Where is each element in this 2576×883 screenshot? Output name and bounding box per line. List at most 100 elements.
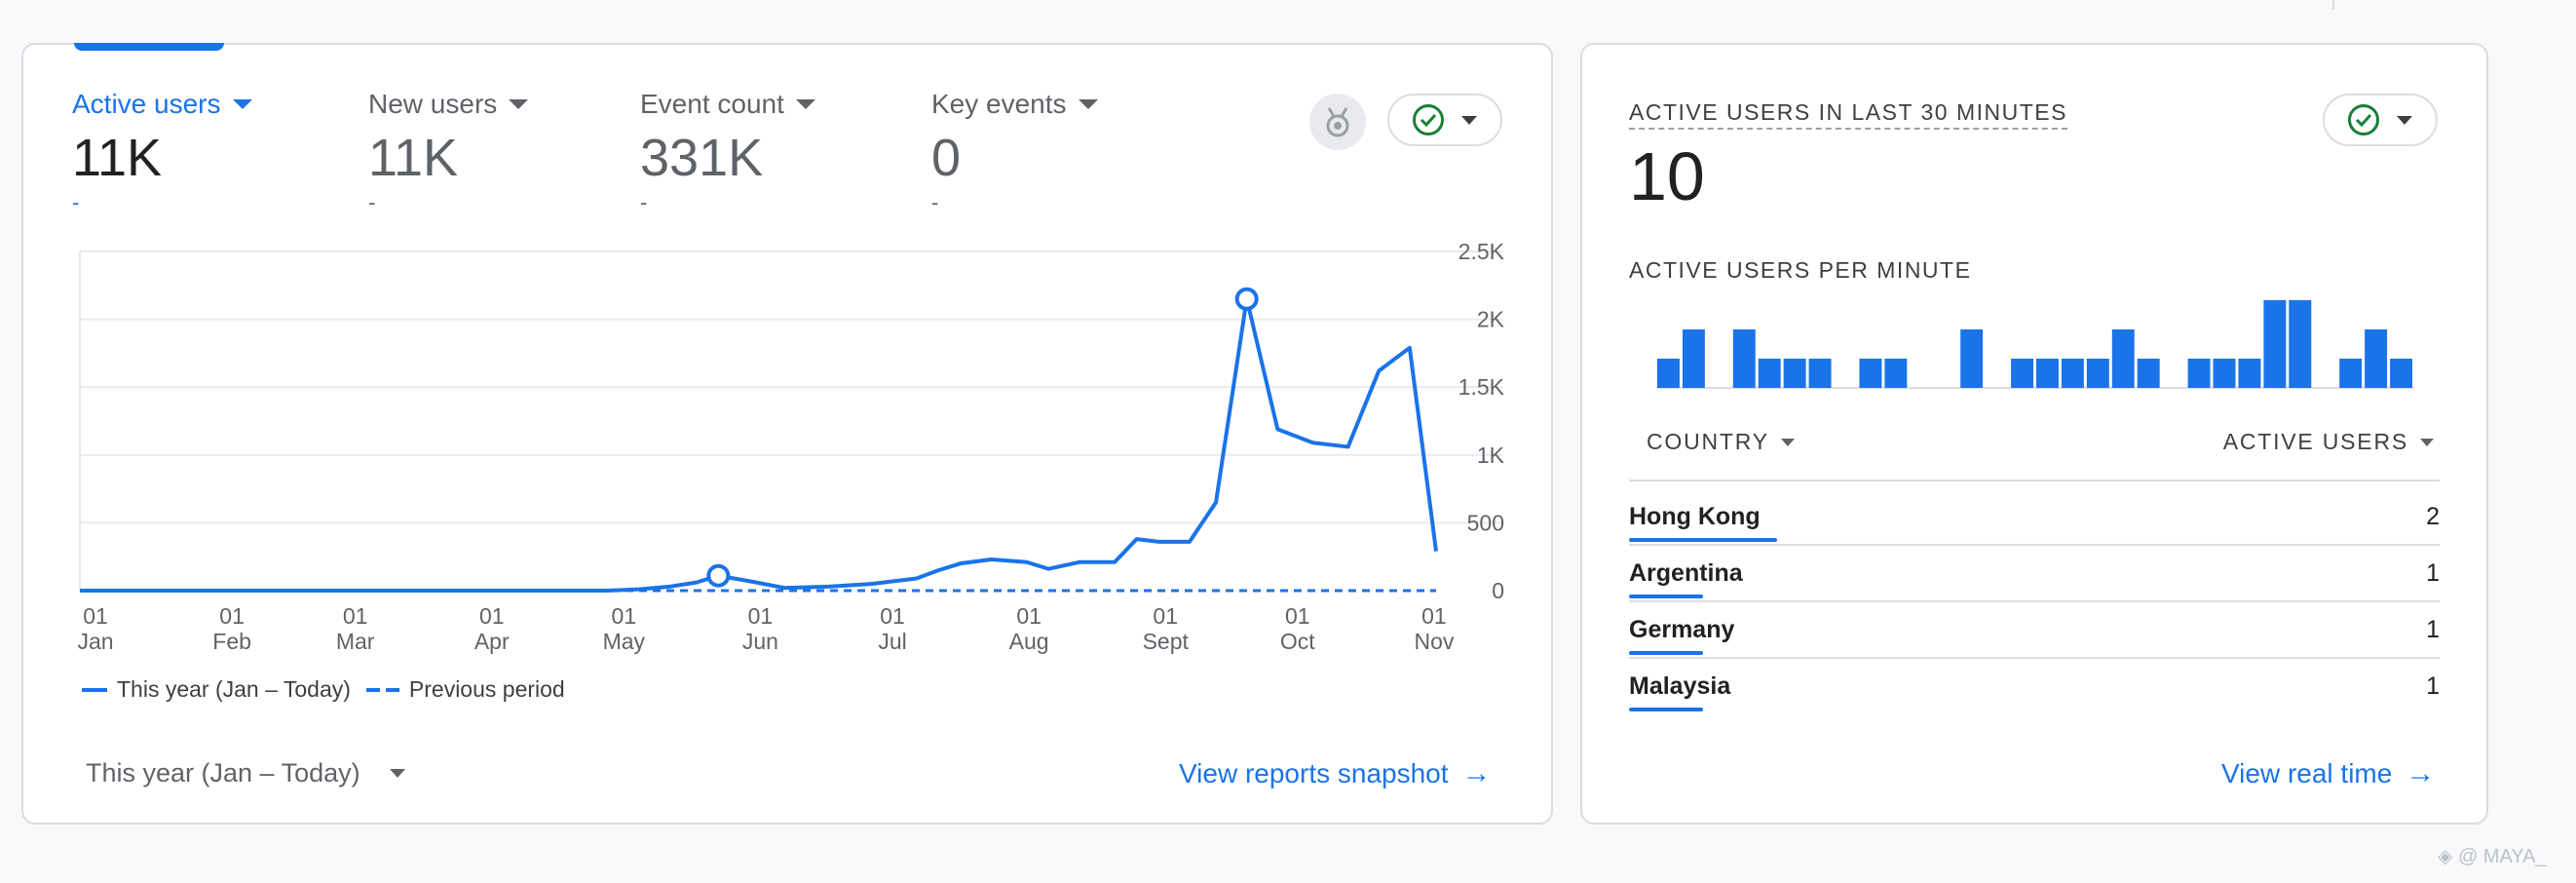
y-tick-label: 2K [1477, 307, 1505, 332]
minute-bar [2339, 359, 2363, 388]
country-column-header[interactable]: COUNTRY [1647, 429, 1795, 455]
minute-bar [2213, 359, 2236, 388]
medal-icon [1326, 107, 1349, 137]
x-tick-month: Jul [878, 629, 906, 654]
active-users-column-header[interactable]: ACTIVE USERS [2223, 429, 2434, 455]
minute-bar [2238, 359, 2261, 388]
arrow-right-icon: → [1461, 757, 1492, 789]
caret-down-icon [795, 99, 815, 109]
date-range-select[interactable]: This year (Jan – Today) [86, 758, 405, 788]
minute-bar [1859, 359, 1882, 388]
x-tick-month: Jun [742, 629, 778, 654]
y-tick-label: 1K [1477, 442, 1505, 468]
y-tick-label: 1.5K [1458, 374, 1505, 400]
country-users: 1 [2426, 559, 2440, 587]
x-tick-month: Nov [1414, 629, 1454, 654]
data-quality-button[interactable] [1387, 94, 1502, 146]
column-label: ACTIVE USERS [2222, 429, 2408, 454]
metric-new-users[interactable]: New users 11K - [368, 89, 529, 215]
legend-solid-swatch [82, 687, 107, 692]
metric-label: New users [368, 89, 498, 119]
active-users-chart: 05001K1.5K2K2.5K01Jan01Feb01Mar01Apr01Ma… [77, 239, 1505, 654]
view-reports-snapshot-link[interactable]: View reports snapshot → [1179, 758, 1492, 789]
caret-down-icon [232, 99, 252, 109]
x-tick-day: 01 [1421, 603, 1447, 629]
y-tick-label: 500 [1467, 510, 1504, 535]
minute-bar [1884, 359, 1908, 388]
table-row[interactable]: Malaysia 1 [1629, 659, 2440, 715]
check-circle-icon [1413, 104, 1444, 135]
x-tick-month: Apr [474, 629, 510, 654]
x-tick-month: May [603, 629, 646, 654]
metric-active-users[interactable]: Active users 11K - [72, 89, 252, 215]
minute-bar [1808, 359, 1832, 388]
per-minute-label: ACTIVE USERS PER MINUTE [1629, 257, 1972, 283]
metric-value: 11K [72, 129, 163, 187]
minute-bar [2187, 359, 2211, 388]
x-tick-day: 01 [748, 603, 774, 629]
x-tick-day: 01 [219, 603, 245, 629]
country-users: 1 [2426, 672, 2440, 700]
metric-delta: - [640, 190, 648, 214]
row-divider [1629, 600, 2440, 602]
share-bar [1629, 708, 1703, 711]
realtime-title[interactable]: ACTIVE USERS IN LAST 30 MINUTES [1629, 99, 2067, 130]
x-tick-day: 01 [83, 603, 108, 629]
minute-bar [2289, 300, 2312, 388]
metric-delta: - [931, 190, 939, 214]
table-row[interactable]: Germany 1 [1629, 602, 2440, 659]
x-tick-day: 01 [880, 603, 905, 629]
metric-delta: - [368, 190, 376, 214]
x-tick-month: Jan [77, 629, 113, 654]
caret-down-icon [1780, 438, 1795, 446]
date-range-label: This year (Jan – Today) [86, 758, 360, 787]
legend-previous-period: Previous period [365, 676, 565, 703]
caret-down-icon [2397, 115, 2412, 125]
table-row[interactable]: Argentina 1 [1629, 546, 2440, 602]
y-tick-label: 0 [1492, 578, 1504, 603]
country-name: Germany [1629, 616, 1735, 643]
x-tick-day: 01 [612, 603, 637, 629]
x-tick-day: 01 [479, 603, 505, 629]
caret-down-icon [389, 769, 405, 778]
country-name: Malaysia [1629, 672, 1731, 700]
minute-bar [1960, 329, 1984, 388]
metric-value: 0 [931, 129, 962, 187]
caret-down-icon [1078, 99, 1098, 109]
watermark: ◈ @ MAYA_ [2438, 846, 2547, 867]
minute-bar [2137, 359, 2160, 388]
metric-key-events[interactable]: Key events 0 - [931, 89, 1098, 215]
metric-delta: - [72, 190, 80, 214]
view-real-time-link[interactable]: View real time → [2221, 758, 2435, 789]
x-tick-day: 01 [1016, 603, 1042, 629]
y-tick-label: 2.5K [1458, 239, 1505, 264]
minute-bar [1758, 359, 1781, 388]
legend-dashed-swatch [365, 687, 399, 692]
table-row[interactable]: Hong Kong 2 [1629, 489, 2440, 546]
caret-down-icon [2420, 438, 2434, 446]
x-tick-month: Sept [1143, 629, 1190, 654]
share-bar [1629, 651, 1703, 655]
share-bar [1629, 538, 1777, 542]
legend-label: This year (Jan – Today) [117, 676, 351, 702]
metric-label: Active users [72, 89, 221, 119]
metric-event-count[interactable]: Event count 331K - [640, 89, 815, 215]
x-tick-month: Aug [1009, 629, 1049, 654]
check-circle-icon [2348, 104, 2379, 135]
x-tick-month: Oct [1280, 629, 1315, 654]
insights-button[interactable] [1309, 94, 1366, 150]
overview-card: Active users 11K - New users 11K - Event… [21, 43, 1553, 825]
row-divider [1629, 544, 2440, 546]
metric-label: Event count [640, 89, 784, 119]
caret-down-icon [509, 99, 529, 109]
arrow-right-icon: → [2406, 757, 2436, 789]
data-point-marker [1234, 287, 1259, 311]
this-year-line [80, 296, 1438, 593]
realtime-value: 10 [1629, 138, 1705, 214]
per-minute-bar-chart [1656, 300, 2414, 389]
share-bar [1629, 595, 1703, 598]
metric-value: 11K [368, 129, 459, 187]
minute-bar [2365, 329, 2388, 388]
metric-value: 331K [640, 129, 764, 187]
realtime-data-quality-button[interactable] [2323, 94, 2438, 146]
